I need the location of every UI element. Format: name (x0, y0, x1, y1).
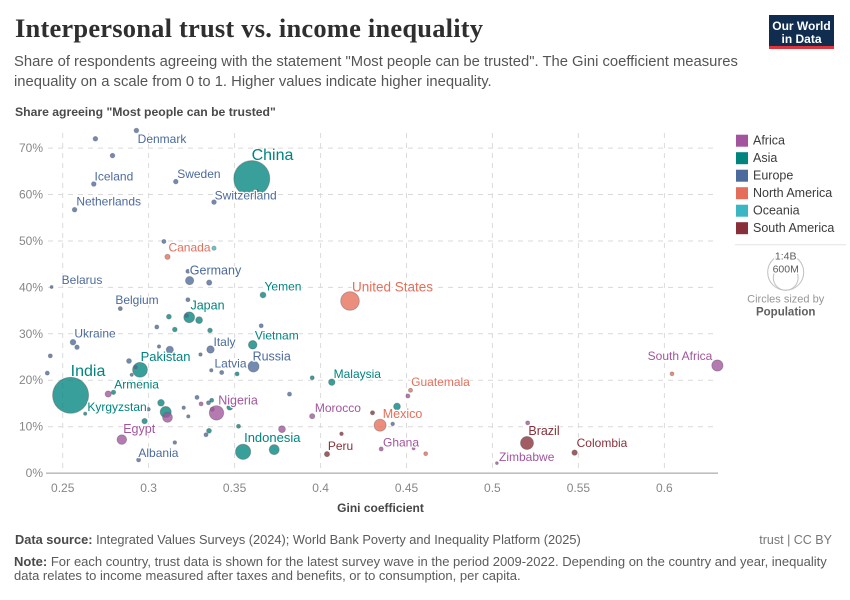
svg-text:Canada: Canada (168, 241, 210, 255)
svg-text:Italy: Italy (213, 335, 235, 349)
svg-text:United States: United States (352, 279, 433, 294)
svg-text:Africa: Africa (753, 134, 785, 148)
svg-text:0.6: 0.6 (656, 481, 673, 495)
svg-text:Switzerland: Switzerland (215, 188, 277, 202)
svg-text:600M: 600M (773, 264, 799, 276)
svg-text:Egypt: Egypt (123, 422, 155, 436)
svg-text:Kyrgyzstan: Kyrgyzstan (87, 400, 146, 414)
svg-text:Morocco: Morocco (315, 401, 361, 415)
svg-text:0.25: 0.25 (51, 481, 75, 495)
svg-text:70%: 70% (19, 141, 43, 155)
svg-text:60%: 60% (19, 188, 43, 202)
svg-text:0.45: 0.45 (395, 481, 419, 495)
svg-text:Peru: Peru (328, 439, 353, 453)
svg-text:Russia: Russia (253, 350, 291, 364)
svg-text:Armenia: Armenia (114, 377, 159, 391)
svg-text:Japan: Japan (190, 299, 224, 313)
svg-text:Mexico: Mexico (383, 407, 423, 421)
svg-text:30%: 30% (19, 327, 43, 341)
svg-text:Sweden: Sweden (177, 167, 220, 181)
svg-text:Denmark: Denmark (138, 132, 188, 146)
svg-text:Pakistan: Pakistan (141, 349, 191, 364)
svg-text:Population: Population (756, 307, 815, 319)
svg-text:0%: 0% (26, 466, 44, 480)
svg-text:10%: 10% (19, 420, 43, 434)
svg-text:Ghana: Ghana (383, 435, 419, 449)
svg-text:Malaysia: Malaysia (334, 367, 382, 381)
svg-text:Europe: Europe (753, 169, 793, 183)
svg-text:Belarus: Belarus (62, 273, 103, 287)
svg-text:20%: 20% (19, 373, 43, 387)
svg-text:South America: South America (753, 221, 834, 235)
svg-text:Oceania: Oceania (753, 204, 800, 218)
svg-text:Zimbabwe: Zimbabwe (499, 450, 555, 464)
svg-text:South Africa: South Africa (648, 349, 713, 363)
svg-text:0.4: 0.4 (312, 481, 329, 495)
svg-text:North America: North America (753, 186, 832, 200)
svg-text:China: China (252, 147, 294, 164)
svg-text:Guatemala: Guatemala (411, 375, 470, 389)
svg-text:Yemen: Yemen (265, 280, 302, 294)
svg-text:40%: 40% (19, 280, 43, 294)
svg-text:India: India (71, 363, 106, 380)
svg-text:Ukraine: Ukraine (74, 326, 116, 340)
svg-text:Circles sized by: Circles sized by (747, 294, 825, 306)
svg-text:Germany: Germany (190, 264, 242, 278)
svg-text:Indonesia: Indonesia (244, 430, 301, 445)
svg-text:Vietnam: Vietnam (255, 328, 299, 342)
svg-text:1:4B: 1:4B (775, 251, 797, 263)
svg-text:Asia: Asia (753, 151, 777, 165)
svg-text:0.55: 0.55 (567, 481, 591, 495)
svg-text:Latvia: Latvia (214, 356, 246, 370)
svg-text:0.5: 0.5 (484, 481, 501, 495)
svg-text:0.3: 0.3 (140, 481, 157, 495)
svg-text:Iceland: Iceland (95, 170, 134, 184)
svg-text:0.35: 0.35 (223, 481, 247, 495)
svg-text:50%: 50% (19, 234, 43, 248)
svg-text:Belgium: Belgium (115, 293, 158, 307)
svg-text:Nigeria: Nigeria (218, 394, 258, 408)
svg-text:Netherlands: Netherlands (76, 195, 141, 209)
svg-text:Brazil: Brazil (528, 424, 559, 438)
svg-text:Colombia: Colombia (577, 436, 628, 450)
svg-text:Albania: Albania (138, 446, 178, 460)
svg-text:Gini coefficient: Gini coefficient (337, 501, 424, 515)
